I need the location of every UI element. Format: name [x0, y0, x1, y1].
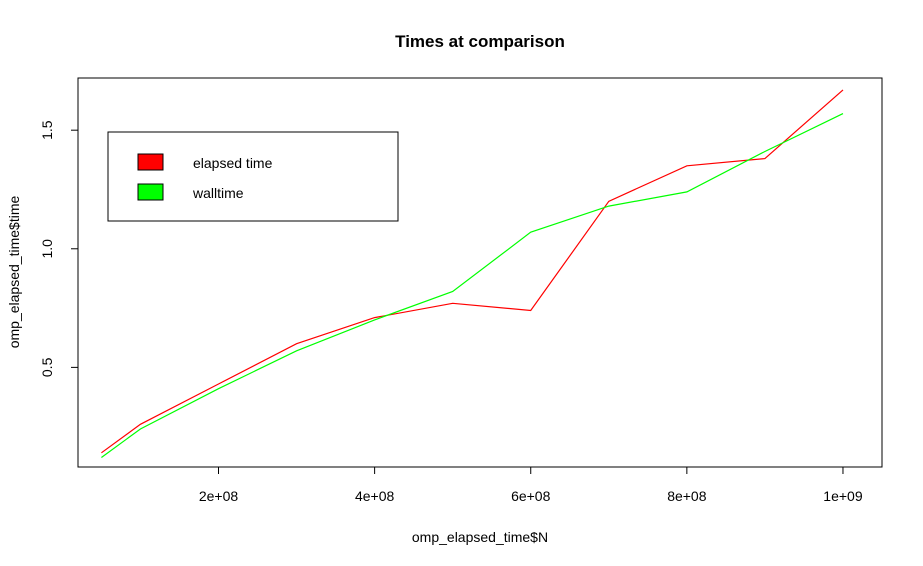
legend-swatch-walltime — [137, 183, 164, 201]
y-tick-label: 1.0 — [39, 239, 55, 259]
y-axis: 0.5 1.0 1.5 — [39, 120, 78, 377]
series-line-walltime — [101, 113, 844, 458]
x-tick-label: 8e+08 — [667, 488, 707, 504]
x-axis-label: omp_elapsed_time$N — [412, 529, 548, 545]
x-tick-label: 6e+08 — [511, 488, 551, 504]
plot-frame — [77, 77, 883, 468]
x-tick-label: 4e+08 — [355, 488, 395, 504]
x-tick-label: 1e+09 — [823, 488, 863, 504]
series-layer — [101, 89, 844, 458]
legend-label-walltime: walltime — [192, 185, 244, 201]
x-axis: 2e+08 4e+08 6e+08 8e+08 1e+09 — [199, 467, 863, 504]
series-line-elapsed-time — [101, 89, 844, 454]
legend: elapsed time walltime — [107, 131, 399, 222]
legend-box — [107, 131, 399, 222]
y-axis-label: omp_elapsed_time$time — [6, 196, 22, 349]
chart-title: Times at comparison — [395, 32, 565, 51]
legend-label-elapsed-time: elapsed time — [193, 155, 273, 171]
y-tick-label: 0.5 — [39, 357, 55, 377]
y-tick-label: 1.5 — [39, 120, 55, 140]
legend-swatch-elapsed-time — [137, 153, 164, 171]
x-tick-label: 2e+08 — [199, 488, 239, 504]
